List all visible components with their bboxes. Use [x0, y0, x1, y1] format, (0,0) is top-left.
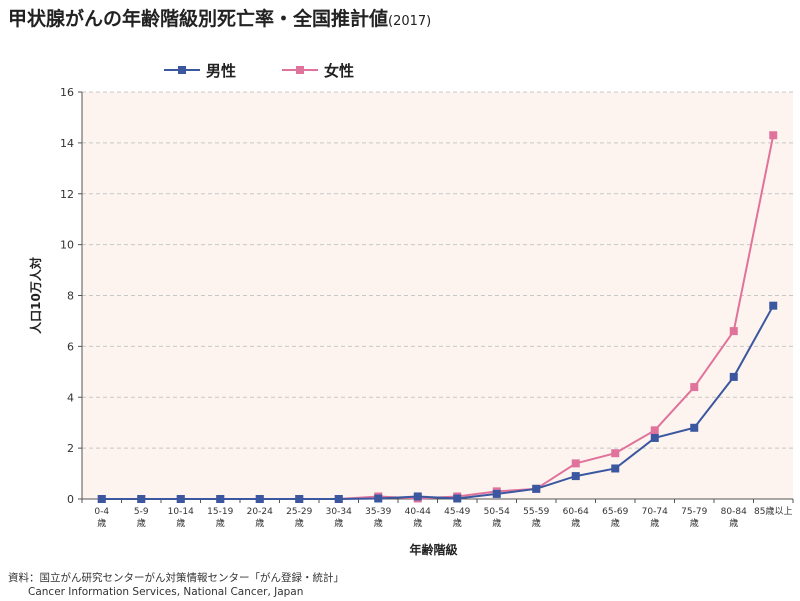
x-tick-label: 40-44	[405, 507, 431, 517]
plot-area	[82, 92, 793, 499]
x-tick-label-unit: 歳	[97, 517, 106, 529]
y-tick-label: 8	[67, 290, 74, 303]
x-tick-label-unit: 歳	[729, 517, 738, 529]
chart-title: 甲状腺がんの年齢階級別死亡率・全国推計値(2017)	[8, 4, 431, 31]
chart-title-year: (2017)	[388, 14, 432, 29]
y-tick-label: 14	[60, 137, 74, 150]
data-point	[690, 423, 699, 432]
x-tick-label-unit: 歳	[492, 517, 501, 529]
data-point	[532, 484, 541, 493]
x-tick-label-unit: 歳	[334, 517, 343, 529]
y-tick-label: 2	[67, 442, 74, 455]
series-男性	[97, 301, 778, 503]
x-axis-ticks: 0-4歳5-9歳10-14歳15-19歳20-24歳25-29歳30-34歳35…	[81, 499, 794, 529]
y-tick-label: 6	[67, 340, 74, 353]
legend: 男性 女性	[164, 62, 354, 80]
y-tick-label: 16	[60, 86, 74, 99]
x-tick-label: 85歳以上	[754, 505, 792, 517]
x-tick-label-unit: 歳	[255, 517, 264, 529]
data-point	[611, 464, 620, 473]
x-tick-label: 45-49	[444, 507, 470, 517]
data-point	[571, 472, 580, 481]
data-point	[729, 372, 738, 381]
data-point	[255, 495, 264, 503]
data-point	[690, 383, 699, 392]
data-point	[650, 433, 659, 442]
legend-marker	[296, 66, 304, 74]
data-point	[334, 495, 343, 503]
series-line	[101, 305, 775, 500]
x-tick-label: 80-84	[721, 507, 747, 517]
x-tick-label: 5-9	[134, 507, 149, 517]
x-tick-label-unit: 歳	[137, 517, 146, 529]
y-axis-title: 人口10万人対	[28, 257, 43, 334]
x-tick-label: 0-4	[94, 507, 109, 517]
y-tick-label: 10	[60, 239, 74, 252]
x-tick-label: 10-14	[168, 507, 194, 517]
chart-title-main: 甲状腺がんの年齢階級別死亡率・全国推計値	[8, 8, 389, 30]
x-tick-label-unit: 歳	[571, 517, 580, 529]
legend-label: 男性	[206, 62, 236, 80]
x-tick-label: 65-69	[602, 507, 628, 517]
x-tick-label-unit: 歳	[413, 517, 422, 529]
data-point	[769, 131, 778, 140]
data-point	[97, 495, 106, 503]
x-tick-label: 20-24	[247, 507, 273, 517]
x-tick-label: 35-39	[365, 507, 391, 517]
x-tick-label: 15-19	[207, 507, 233, 517]
y-tick-label: 12	[60, 188, 74, 201]
source-note: 資料：国立がん研究センターがん対策情報センター「がん登録・統計」 Cancer …	[8, 571, 344, 599]
series-group	[97, 131, 778, 503]
data-point	[769, 301, 778, 310]
legend-label: 女性	[324, 62, 354, 80]
x-tick-label-unit: 歳	[374, 517, 383, 529]
data-point	[571, 459, 580, 468]
data-point	[295, 495, 304, 503]
x-tick-label-unit: 歳	[611, 517, 620, 529]
x-tick-label-unit: 歳	[216, 517, 225, 529]
data-point	[492, 489, 501, 498]
x-tick-label-unit: 歳	[650, 517, 659, 529]
data-point	[176, 495, 185, 503]
data-point	[374, 494, 383, 503]
x-tick-label: 60-64	[563, 507, 589, 517]
legend-marker	[178, 66, 186, 74]
data-point	[216, 495, 225, 503]
x-tick-label: 70-74	[642, 507, 668, 517]
x-tick-label: 55-59	[523, 507, 549, 517]
y-tick-label: 0	[67, 493, 74, 506]
data-point	[611, 449, 620, 458]
data-point	[650, 426, 659, 435]
x-tick-label: 50-54	[484, 507, 510, 517]
y-tick-label: 4	[67, 391, 74, 404]
source-line-2: Cancer Information Services, National Ca…	[28, 586, 304, 598]
x-tick-label-unit: 歳	[176, 517, 185, 529]
data-point	[729, 327, 738, 336]
x-tick-label: 25-29	[286, 507, 312, 517]
x-tick-label: 75-79	[681, 507, 707, 517]
source-line-1: 資料：国立がん研究センターがん対策情報センター「がん登録・統計」	[8, 572, 344, 584]
y-axis-ticks: 0 2 4 6 8 10 12 14 16	[60, 86, 82, 506]
data-point	[453, 494, 462, 503]
x-tick-label-unit: 歳	[532, 517, 541, 529]
x-tick-label-unit: 歳	[453, 517, 462, 529]
x-tick-label: 30-34	[326, 507, 352, 517]
x-axis-title: 年齢階級	[409, 542, 457, 557]
data-point	[137, 495, 146, 503]
x-tick-label-unit: 歳	[690, 517, 699, 529]
data-point	[413, 492, 422, 501]
x-tick-label-unit: 歳	[295, 517, 304, 529]
